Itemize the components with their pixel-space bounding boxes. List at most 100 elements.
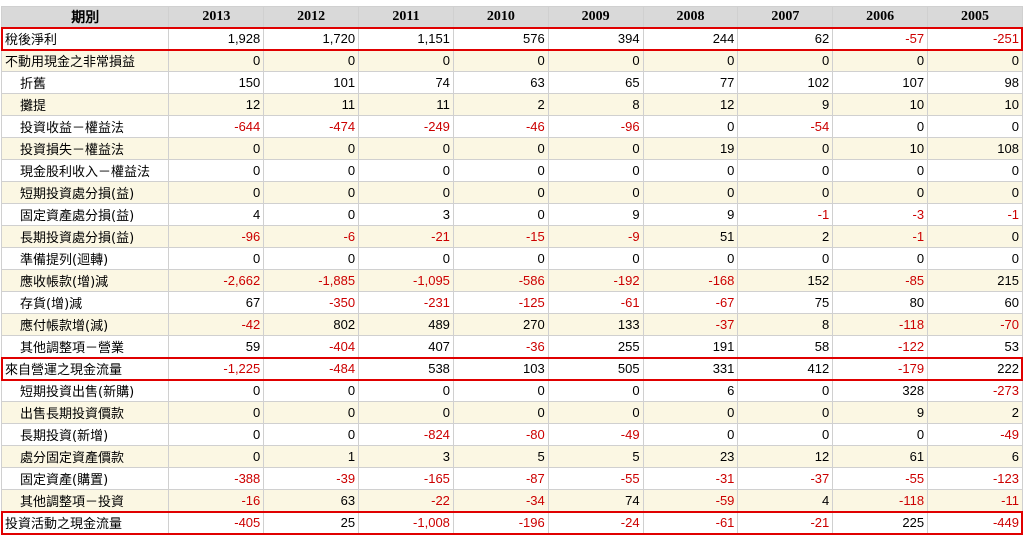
cell-value: 244 xyxy=(642,27,739,50)
cell-value: 0 xyxy=(927,247,1023,270)
cell-value: -42 xyxy=(168,313,265,336)
cell-value: 0 xyxy=(737,379,834,402)
cell-value: 12 xyxy=(642,93,739,116)
cell-value: 63 xyxy=(263,489,360,512)
table-row: 短期投資處分損(益) 0 0 0 0 0 0 0 0 0 xyxy=(0,181,1023,204)
table-row-total: 稅後淨利 1,928 1,720 1,151 576 394 244 62 -57 -251 xyxy=(0,27,1023,50)
cell-value: 4 xyxy=(168,203,265,226)
cell-value: 215 xyxy=(927,269,1023,292)
row-label: 應付帳款增(減) xyxy=(0,313,170,336)
cell-value: -1 xyxy=(737,203,834,226)
cell-value: -67 xyxy=(642,291,739,314)
cell-value: -9 xyxy=(547,225,644,248)
cell-value: 0 xyxy=(547,401,644,424)
column-header-year[interactable]: 2009 xyxy=(547,6,644,28)
cell-value: -70 xyxy=(927,313,1023,336)
table-row: 短期投資出售(新購) 0 0 0 0 0 6 0 328 -273 xyxy=(0,379,1023,402)
row-label: 投資收益－權益法 xyxy=(0,115,170,138)
cell-value: 9 xyxy=(832,401,929,424)
cell-value: 0 xyxy=(168,159,265,182)
column-header-year[interactable]: 2005 xyxy=(927,6,1023,28)
cell-value: 407 xyxy=(358,335,454,358)
cell-value: 2 xyxy=(737,225,834,248)
column-header-period[interactable]: 期別 xyxy=(0,6,170,28)
table-row-total: 投資活動之現金流量 -405 25 -1,008 -196 -24 -61 -21 225 -44… xyxy=(0,511,1023,534)
column-header-year[interactable]: 2006 xyxy=(832,6,929,28)
cell-value: 9 xyxy=(547,203,644,226)
column-header-year[interactable]: 2010 xyxy=(452,6,549,28)
cell-value: 0 xyxy=(358,181,454,204)
cell-value: -125 xyxy=(452,291,549,314)
cell-value: 0 xyxy=(452,247,549,270)
table-row: 折舊 150 101 74 63 65 77 102 107 98 xyxy=(0,71,1023,94)
cell-value: 0 xyxy=(832,115,929,138)
cell-value: 1,720 xyxy=(263,27,360,50)
cell-value: 60 xyxy=(927,291,1023,314)
cell-value: 9 xyxy=(737,93,834,116)
cell-value: 0 xyxy=(832,159,929,182)
cell-value: 58 xyxy=(737,335,834,358)
cell-value: 0 xyxy=(927,225,1023,248)
cell-value: 0 xyxy=(263,423,360,446)
header-row: 期別 2013 2012 2011 2010 2009 2008 2007 2006 2005 xyxy=(0,6,1023,28)
table-row: 長期投資處分損(益) -96 -6 -21 -15 -9 51 2 -1 0 xyxy=(0,225,1023,248)
column-header-year[interactable]: 2011 xyxy=(358,6,454,28)
row-label: 來自營運之現金流量 xyxy=(0,357,170,380)
cell-value: 0 xyxy=(547,159,644,182)
cell-value: -57 xyxy=(832,27,929,50)
cell-value: 0 xyxy=(358,401,454,424)
table-row: 固定資產(購置) -388 -39 -165 -87 -55 -31 -37 -55 -123 xyxy=(0,467,1023,490)
cell-value: -55 xyxy=(832,467,929,490)
cell-value: -192 xyxy=(547,269,644,292)
cell-value: 0 xyxy=(452,159,549,182)
cell-value: -21 xyxy=(358,225,454,248)
cell-value: 5 xyxy=(452,445,549,468)
cell-value: 53 xyxy=(927,335,1023,358)
column-header-year[interactable]: 2013 xyxy=(168,6,265,28)
row-label: 處分固定資產價款 xyxy=(0,445,170,468)
table-row: 其他調整項－投資 -16 63 -22 -34 74 -59 4 -118 -11 xyxy=(0,489,1023,512)
cell-value: -39 xyxy=(263,467,360,490)
row-label: 長期投資(新增) xyxy=(0,423,170,446)
cell-value: 0 xyxy=(832,49,929,72)
column-header-year[interactable]: 2008 xyxy=(642,6,739,28)
cell-value: 103 xyxy=(452,357,549,380)
cell-value: 0 xyxy=(263,49,360,72)
row-label: 投資損失－權益法 xyxy=(0,137,170,160)
cell-value: 0 xyxy=(168,247,265,270)
table-row: 出售長期投資價款 0 0 0 0 0 0 0 9 2 xyxy=(0,401,1023,424)
cell-value: -59 xyxy=(642,489,739,512)
cell-value: 0 xyxy=(358,379,454,402)
row-label: 攤提 xyxy=(0,93,170,116)
cell-value: 0 xyxy=(263,401,360,424)
cell-value: 538 xyxy=(358,357,454,380)
table-row: 固定資產處分損(益) 4 0 3 0 9 9 -1 -3 -1 xyxy=(0,203,1023,226)
cell-value: -85 xyxy=(832,269,929,292)
cell-value: 1,151 xyxy=(358,27,454,50)
cell-value: 10 xyxy=(832,137,929,160)
cell-value: 0 xyxy=(737,181,834,204)
cell-value: 0 xyxy=(642,423,739,446)
cell-value: 8 xyxy=(737,313,834,336)
column-header-year[interactable]: 2007 xyxy=(737,6,834,28)
row-label: 稅後淨利 xyxy=(0,27,170,50)
cell-value: 1,928 xyxy=(168,27,265,50)
table-row: 不動用現金之非常損益 0 0 0 0 0 0 0 0 0 xyxy=(0,49,1023,72)
column-header-year[interactable]: 2012 xyxy=(263,6,360,28)
row-label: 現金股利收入－權益法 xyxy=(0,159,170,182)
cell-value: -404 xyxy=(263,335,360,358)
cell-value: 0 xyxy=(452,181,549,204)
cell-value: -449 xyxy=(927,511,1023,534)
row-label: 固定資產(購置) xyxy=(0,467,170,490)
cell-value: 133 xyxy=(547,313,644,336)
cell-value: 74 xyxy=(358,71,454,94)
cell-value: -21 xyxy=(737,511,834,534)
cell-value: 0 xyxy=(358,137,454,160)
cell-value: 11 xyxy=(358,93,454,116)
cell-value: -55 xyxy=(547,467,644,490)
cell-value: 0 xyxy=(168,401,265,424)
cell-value: -11 xyxy=(927,489,1023,512)
cell-value: 12 xyxy=(737,445,834,468)
cell-value: 6 xyxy=(642,379,739,402)
cell-value: 59 xyxy=(168,335,265,358)
